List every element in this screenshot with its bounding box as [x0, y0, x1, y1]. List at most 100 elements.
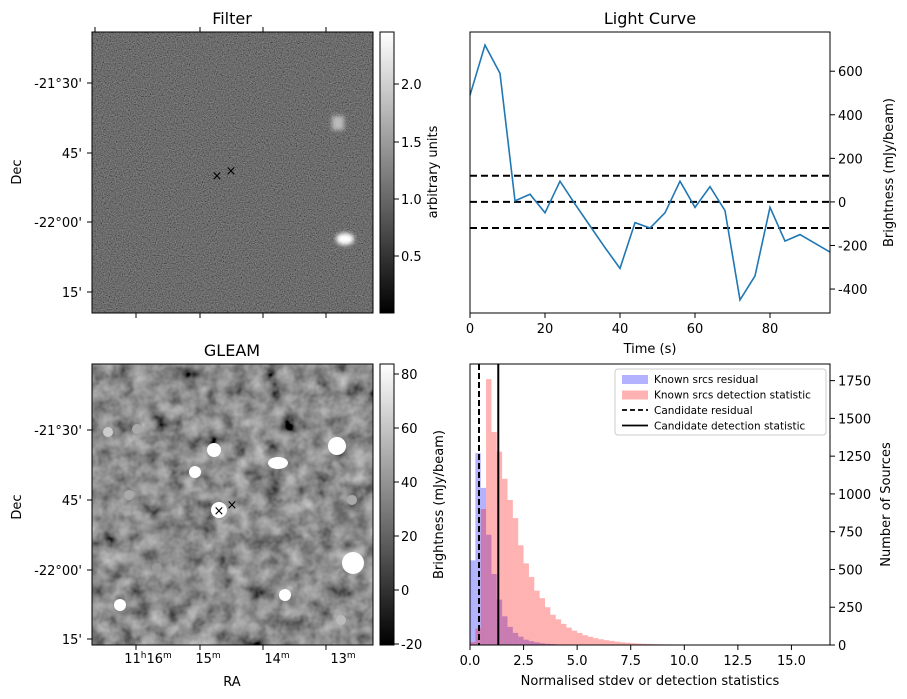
y-tick-label: 1500 — [838, 412, 871, 427]
filter-dec-tick: -21°30' — [34, 77, 82, 92]
light-curve-series — [469, 42, 831, 303]
gleam-known-marker: × — [214, 504, 225, 519]
filter-dec-tick: 45' — [62, 147, 82, 162]
histogram-bar — [528, 577, 535, 645]
gleam-colorbar-tick: 60 — [401, 422, 418, 437]
filter-tick-marks — [87, 27, 327, 318]
histogram-bar — [480, 487, 487, 645]
gleam-tick-marks — [87, 429, 327, 650]
histogram-bar — [539, 598, 545, 645]
gleam-ylabel: Dec — [10, 494, 25, 519]
filter-colorbar-ticks — [394, 83, 399, 257]
y-tick-label: 400 — [838, 109, 863, 124]
histogram-bar — [545, 607, 551, 645]
histogram-bar — [545, 643, 551, 645]
gleam-dec-tick: 15' — [62, 633, 82, 648]
gleam-colorbar-tick: 80 — [401, 368, 418, 383]
legend-label: Known srcs detection statistic — [654, 390, 811, 402]
filter-frame — [91, 31, 374, 314]
histogram-bar — [507, 499, 513, 645]
histogram-bar — [496, 599, 503, 645]
histogram-xlabel: Normalised stdev or detection statistics — [521, 674, 780, 689]
y-tick-label: -400 — [838, 283, 868, 298]
histogram-bar — [539, 643, 545, 645]
gleam-colorbar-ticks — [394, 373, 399, 645]
histogram-bar — [614, 641, 620, 645]
x-tick-label: 10.0 — [670, 654, 699, 669]
filter-title: Filter — [212, 9, 252, 28]
filter-image — [92, 32, 373, 313]
histogram-bar — [486, 379, 492, 645]
x-tick-label: 12.5 — [723, 654, 752, 669]
gleam-candidate-marker: × — [227, 498, 238, 513]
gleam-dec-tick: -21°30' — [34, 424, 82, 439]
histogram-bar — [646, 643, 653, 645]
gleam-ra-tick: 15m — [195, 651, 220, 667]
gleam-image — [92, 364, 373, 645]
x-tick-label: 20 — [537, 322, 554, 337]
histogram-bar — [641, 643, 647, 645]
histogram-ylabel-right: Number of Sources — [879, 442, 894, 567]
gleam-colorbar-tick: 20 — [401, 530, 418, 545]
y-tick-label: 750 — [838, 526, 863, 541]
histogram-bar — [593, 638, 599, 645]
filter-colorbar-tick: 1.0 — [401, 193, 422, 208]
gleam-xlabel: RA — [223, 675, 241, 690]
histogram-bar — [491, 573, 497, 645]
legend-label: Candidate detection statistic — [654, 421, 806, 433]
y-tick-label: 600 — [838, 65, 863, 80]
legend-label: Candidate residual — [654, 405, 753, 417]
filter-colorbar-label: arbitrary units — [426, 125, 441, 218]
light-curve-chart: Light Curve 0 20 40 60 80 600 400 200 0 -200 -400 Ti… — [466, 9, 897, 357]
histogram-bar — [550, 614, 556, 645]
gleam-ra-tick: 14m — [264, 651, 289, 667]
gleam-ra-ticks: 11h16m 15m 14m 13m — [124, 651, 355, 667]
filter-dec-ticks: -21°30' 45' -22°00' 15' — [34, 77, 82, 301]
x-tick-label: 0 — [466, 322, 474, 337]
histogram-bar — [523, 639, 529, 645]
gleam-dec-ticks: -21°30' 45' -22°00' 15' — [34, 424, 82, 648]
light-curve-frame — [469, 31, 831, 314]
histogram-bar — [512, 518, 519, 645]
histogram-bar — [480, 509, 487, 645]
legend-box — [614, 368, 827, 436]
gleam-title: GLEAM — [204, 341, 260, 360]
filter-candidate-marker: × — [226, 164, 237, 179]
gleam-panel: GLEAM × × Dec RA -21°30' 45' -22°00' 15'… — [10, 341, 422, 690]
histogram-bar — [470, 560, 476, 645]
x-tick-label: 2.5 — [513, 654, 534, 669]
histogram-bar — [625, 642, 631, 645]
gleam-dec-tick: 45' — [62, 494, 82, 509]
filter-colorbar-tick: 1.5 — [401, 136, 422, 151]
histogram-bar — [491, 431, 497, 645]
histogram-chart: 0.0 2.5 5.0 7.5 10.0 12.5 15.0 1750 1500 1250 1000… — [432, 363, 894, 689]
filter-colorbar-tick: 2.0 — [401, 78, 422, 93]
gleam-colorbar — [379, 363, 395, 646]
filter-ylabel: Dec — [10, 159, 25, 184]
histogram-bar — [587, 636, 594, 645]
histogram-bar — [603, 640, 610, 645]
histogram-bar — [620, 642, 626, 645]
histogram-bar — [609, 640, 615, 645]
y-tick-label: 500 — [838, 563, 863, 578]
histogram-bar — [512, 632, 519, 645]
y-tick-label: 0 — [838, 196, 846, 211]
histogram-bar — [502, 478, 508, 645]
histogram-bar — [518, 545, 524, 645]
histogram-bar — [518, 636, 524, 645]
y-tick-label: 1000 — [838, 488, 871, 503]
histogram-frame — [469, 363, 831, 646]
histogram-bar — [502, 616, 508, 645]
x-tick-label: 15.0 — [777, 654, 806, 669]
y-tick-label: 0 — [838, 639, 846, 654]
y-tick-label: 200 — [838, 152, 863, 167]
legend-label: Known srcs residual — [654, 374, 758, 386]
y-tick-label: 250 — [838, 601, 863, 616]
legend-swatch — [622, 390, 648, 400]
gleam-ra-tick: 13m — [330, 651, 355, 667]
light-curve-ylabel: Brightness (mJy/beam) — [882, 98, 897, 247]
gleam-colorbar-tick: 0 — [401, 584, 409, 599]
histogram-bar — [534, 590, 540, 645]
y-tick-label: 1250 — [838, 450, 871, 465]
